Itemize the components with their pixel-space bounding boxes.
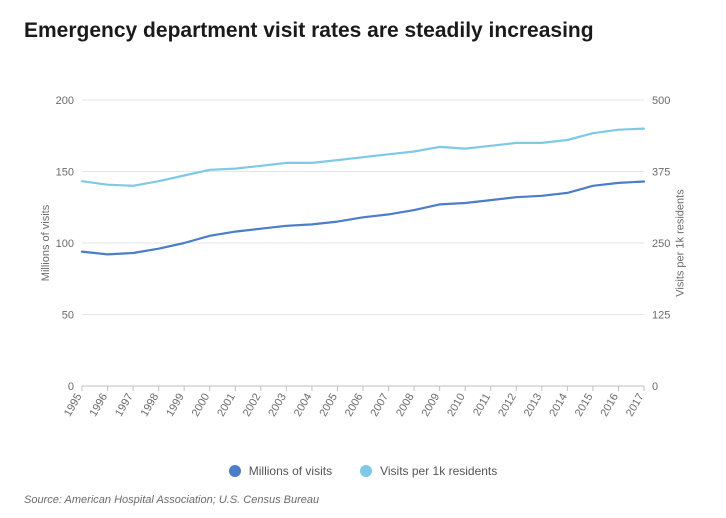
- svg-text:50: 50: [62, 310, 74, 322]
- svg-text:250: 250: [652, 238, 670, 250]
- svg-text:0: 0: [68, 381, 74, 393]
- legend-label: Millions of visits: [249, 464, 332, 478]
- svg-text:2013: 2013: [522, 392, 545, 419]
- svg-text:2009: 2009: [420, 392, 443, 419]
- legend-item: Visits per 1k residents: [360, 464, 497, 478]
- svg-text:2014: 2014: [547, 392, 570, 419]
- svg-text:500: 500: [652, 95, 670, 107]
- svg-text:200: 200: [56, 95, 74, 107]
- svg-text:1996: 1996: [88, 392, 111, 419]
- svg-text:2003: 2003: [266, 392, 289, 419]
- svg-text:2017: 2017: [624, 392, 647, 419]
- svg-text:1995: 1995: [62, 392, 85, 419]
- y-axis-left-label: Millions of visits: [40, 205, 52, 281]
- legend-swatch-icon: [229, 465, 241, 477]
- svg-text:2000: 2000: [190, 392, 213, 419]
- svg-text:2004: 2004: [292, 392, 315, 419]
- line-chart: 0501001502000125250375500199519961997199…: [24, 90, 702, 446]
- svg-text:2015: 2015: [573, 392, 596, 419]
- source-text: Source: American Hospital Association; U…: [24, 494, 319, 506]
- svg-text:2006: 2006: [343, 392, 366, 419]
- svg-text:2001: 2001: [215, 392, 238, 419]
- svg-text:2016: 2016: [598, 392, 621, 419]
- legend-label: Visits per 1k residents: [380, 464, 497, 478]
- svg-text:2005: 2005: [317, 392, 340, 419]
- svg-text:0: 0: [652, 381, 658, 393]
- svg-text:2010: 2010: [445, 392, 468, 419]
- svg-text:100: 100: [56, 238, 74, 250]
- svg-text:2007: 2007: [369, 392, 392, 419]
- svg-text:1999: 1999: [164, 392, 187, 419]
- legend-swatch-icon: [360, 465, 372, 477]
- svg-text:125: 125: [652, 310, 670, 322]
- svg-text:375: 375: [652, 167, 670, 179]
- y-axis-right-label: Visits per 1k residents: [674, 189, 686, 296]
- svg-text:150: 150: [56, 167, 74, 179]
- svg-text:1998: 1998: [139, 392, 162, 419]
- chart-title: Emergency department visit rates are ste…: [0, 0, 726, 44]
- svg-text:2002: 2002: [241, 392, 264, 419]
- chart-area: 0501001502000125250375500199519961997199…: [24, 90, 702, 446]
- svg-text:1997: 1997: [113, 392, 136, 419]
- svg-text:2011: 2011: [471, 392, 493, 418]
- svg-text:2012: 2012: [496, 392, 519, 419]
- legend: Millions of visits Visits per 1k residen…: [0, 464, 726, 478]
- svg-text:2008: 2008: [394, 392, 417, 419]
- legend-item: Millions of visits: [229, 464, 332, 478]
